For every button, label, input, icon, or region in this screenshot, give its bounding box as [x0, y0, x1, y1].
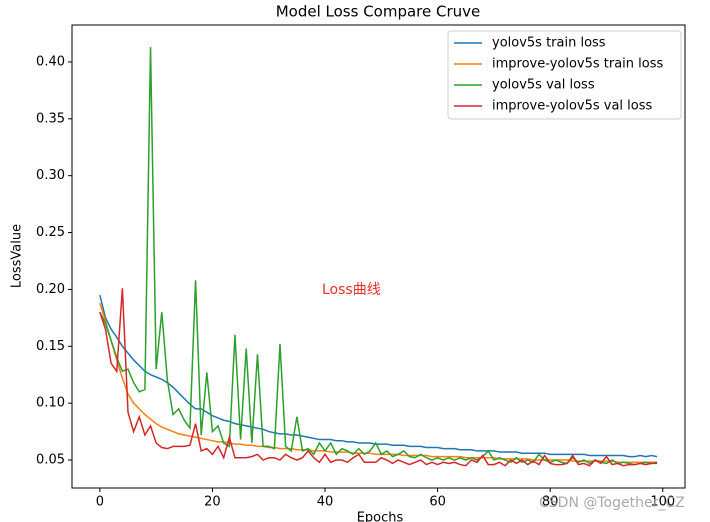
- y-tick-label: 0.05: [36, 453, 65, 468]
- legend-label: improve-yolov5s val loss: [492, 99, 653, 114]
- loss-line: [99, 294, 658, 458]
- y-tick-label: 0.25: [36, 225, 65, 240]
- y-tick-label: 0.10: [36, 396, 65, 411]
- annotation: Loss曲线: [322, 282, 381, 298]
- legend-label: yolov5s train loss: [492, 36, 606, 51]
- x-tick-label: 0: [96, 495, 104, 510]
- x-axis-label: Epochs: [357, 511, 404, 522]
- x-tick-label: 20: [204, 495, 221, 510]
- y-axis-label: LossValue: [10, 224, 25, 288]
- y-tick-label: 0.20: [36, 282, 65, 297]
- y-tick-label: 0.15: [36, 339, 65, 354]
- chart-title: Model Loss Compare Cruve: [276, 3, 481, 21]
- x-tick-label: 100: [650, 495, 675, 510]
- loss-line: [99, 302, 658, 464]
- y-tick-label: 0.40: [36, 54, 65, 69]
- legend-label: yolov5s val loss: [492, 78, 595, 93]
- y-tick-label: 0.35: [36, 111, 65, 126]
- loss-line: [99, 288, 658, 467]
- legend-box: [447, 30, 682, 120]
- loss-line: [99, 47, 658, 466]
- plot-frame: [71, 24, 686, 489]
- x-tick-label: 40: [317, 495, 334, 510]
- y-tick-label: 0.30: [36, 168, 65, 183]
- watermark: CSDN @Together_CZ: [539, 495, 685, 511]
- legend-label: improve-yolov5s train loss: [492, 57, 664, 72]
- x-tick-label: 80: [542, 495, 559, 510]
- x-tick-label: 60: [429, 495, 446, 510]
